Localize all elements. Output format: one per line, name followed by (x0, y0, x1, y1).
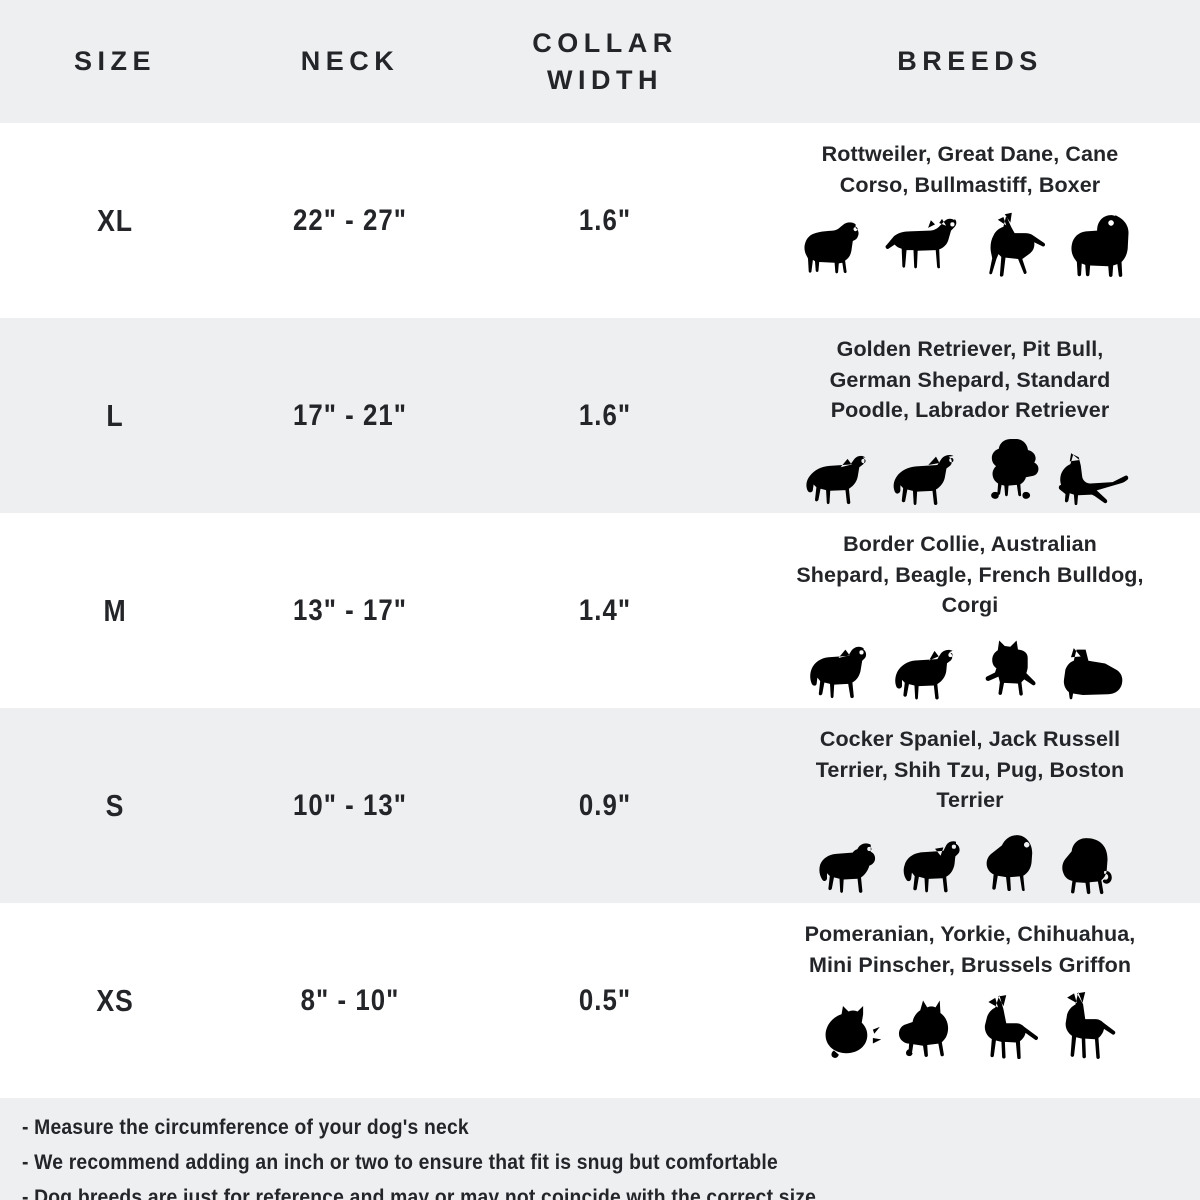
cell-neck: 10" - 13" (292, 788, 408, 822)
jack-russell-silhouette-icon (903, 840, 960, 892)
cell-size: M (103, 592, 127, 628)
yorkie-silhouette-icon (898, 1000, 949, 1058)
cell-size: L (106, 397, 124, 433)
column-header-size: SIZE (73, 46, 156, 77)
cell-neck: 8" - 10" (300, 983, 400, 1017)
footer-note: - Dog breeds are just for reference and … (22, 1185, 817, 1200)
breeds-text: Border Collie, Australian Shepard, Beagl… (796, 532, 1144, 618)
breeds-text: Golden Retriever, Pit Bull, German Shepa… (829, 337, 1111, 423)
pomeranian-silhouette-icon (825, 1005, 882, 1059)
footer-note: - Measure the circumference of your dog'… (22, 1116, 469, 1139)
footer-note: - We recommend adding an inch or two to … (22, 1150, 778, 1174)
german-shepard-silhouette-icon (1058, 452, 1129, 505)
chihuahua-silhouette-icon (984, 995, 1039, 1060)
breed-silhouette-group (820, 987, 1120, 1060)
table-row: L 17" - 21" 1.6" Golden Retriever, Pit B… (0, 318, 1200, 513)
breeds-text: Rottweiler, Great Dane, Cane Corso, Bull… (821, 142, 1119, 197)
table-header-row: SIZE NECK COLLAR WIDTH BREEDS (0, 0, 1200, 123)
cell-collar-width: 0.5" (578, 983, 632, 1017)
breed-silhouette-group (806, 433, 1134, 505)
corgi-silhouette-icon (1063, 647, 1123, 699)
breed-silhouette-group (809, 628, 1131, 700)
breed-silhouette-group (818, 823, 1122, 895)
cell-size: XS (96, 982, 134, 1018)
cell-size: S (105, 787, 125, 823)
column-header-collar-width-line2: WIDTH (547, 64, 663, 95)
shih-tzu-silhouette-icon (986, 834, 1033, 891)
table-row: XL 22" - 27" 1.6" Rottweiler, Great Dane… (0, 123, 1200, 318)
mini-pinscher-silhouette-icon (1065, 992, 1116, 1059)
border-collie-silhouette-icon (810, 646, 867, 698)
cell-neck: 22" - 27" (292, 203, 408, 237)
column-header-breeds: BREEDS (897, 46, 1043, 77)
table-row: S 10" - 13" 0.9" Cocker Spaniel, Jack Ru… (0, 708, 1200, 903)
cell-collar-width: 1.6" (578, 398, 632, 432)
cocker-spaniel-silhouette-icon (819, 842, 876, 893)
rottweiler-silhouette-icon (804, 222, 859, 274)
cell-breeds: Cocker Spaniel, Jack Russell Terrier, Sh… (740, 708, 1200, 903)
doberman-silhouette-icon (989, 212, 1046, 277)
golden-retriever-silhouette-icon (806, 455, 866, 504)
cell-breeds: Golden Retriever, Pit Bull, German Shepa… (740, 318, 1200, 513)
breeds-text: Cocker Spaniel, Jack Russell Terrier, Sh… (815, 727, 1125, 813)
labrador-silhouette-icon (893, 454, 954, 505)
cell-size: XL (97, 202, 133, 238)
poodle-silhouette-icon (991, 438, 1039, 499)
beagle-silhouette-icon (895, 649, 953, 700)
table-row: M 13" - 17" 1.4" Border Collie, Australi… (0, 513, 1200, 708)
cell-neck: 13" - 17" (292, 593, 408, 627)
pug-silhouette-icon (1062, 837, 1112, 894)
cell-neck: 17" - 21" (292, 398, 408, 432)
cell-collar-width: 1.4" (578, 593, 632, 627)
breeds-text: Pomeranian, Yorkie, Chihuahua, Mini Pins… (804, 922, 1136, 977)
cell-collar-width: 0.9" (578, 788, 632, 822)
french-bulldog-silhouette-icon (985, 640, 1036, 696)
cell-breeds: Pomeranian, Yorkie, Chihuahua, Mini Pins… (740, 903, 1200, 1098)
bullmastiff-silhouette-icon (1071, 215, 1129, 277)
table-row: XS 8" - 10" 0.5" Pomeranian, Yorkie, Chi… (0, 903, 1200, 1098)
great-dane-silhouette-icon (885, 218, 957, 269)
column-header-neck: NECK (300, 46, 400, 77)
footer-notes: - Measure the circumference of your dog'… (0, 1098, 1200, 1200)
column-header-collar-width-line1: COLLAR (532, 28, 678, 59)
breed-silhouette-group (801, 207, 1139, 279)
cell-collar-width: 1.6" (578, 203, 632, 237)
cell-breeds: Border Collie, Australian Shepard, Beagl… (740, 513, 1200, 708)
column-header-collar-width: COLLAR WIDTH (470, 25, 740, 98)
cell-breeds: Rottweiler, Great Dane, Cane Corso, Bull… (740, 123, 1200, 318)
